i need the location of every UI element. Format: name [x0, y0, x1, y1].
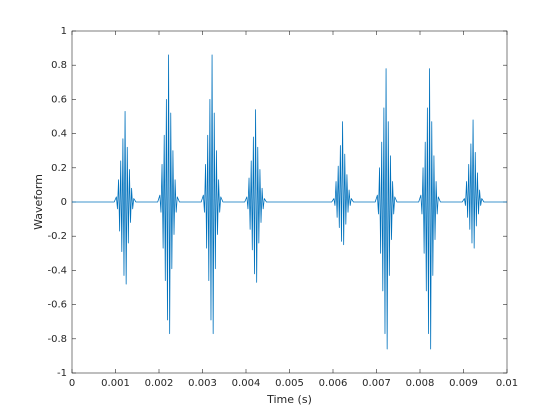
y-axis-label: Waveform — [32, 174, 45, 230]
x-tick-label: 0.007 — [362, 378, 391, 389]
y-tick-label: -0.4 — [47, 265, 67, 276]
x-axis-label: Time (s) — [266, 393, 312, 406]
x-tick-label: 0.01 — [496, 378, 518, 389]
y-tick-label: 0.4 — [51, 129, 67, 140]
y-tick-label: 0 — [61, 197, 67, 208]
y-tick-label: 1 — [61, 26, 67, 37]
y-tick-label: -1 — [57, 368, 67, 379]
waveform-line — [72, 54, 507, 350]
y-tick-label: 0.8 — [51, 60, 67, 71]
x-tick-label: 0 — [69, 378, 75, 389]
y-tick-label: -0.2 — [47, 231, 67, 242]
x-tick-label: 0.005 — [275, 378, 304, 389]
x-tick-label: 0.008 — [406, 378, 435, 389]
x-tick-label: 0.002 — [145, 378, 174, 389]
x-tick-label: 0.006 — [319, 378, 348, 389]
x-tick-label: 0.003 — [188, 378, 217, 389]
x-tick-label: 0.009 — [449, 378, 478, 389]
x-tick-label: 0.004 — [232, 378, 261, 389]
y-tick-label: -0.6 — [47, 300, 67, 311]
x-tick-label: 0.001 — [101, 378, 130, 389]
y-tick-label: 0.2 — [51, 163, 67, 174]
y-tick-label: -0.8 — [47, 334, 67, 345]
y-tick-label: 0.6 — [51, 94, 67, 105]
